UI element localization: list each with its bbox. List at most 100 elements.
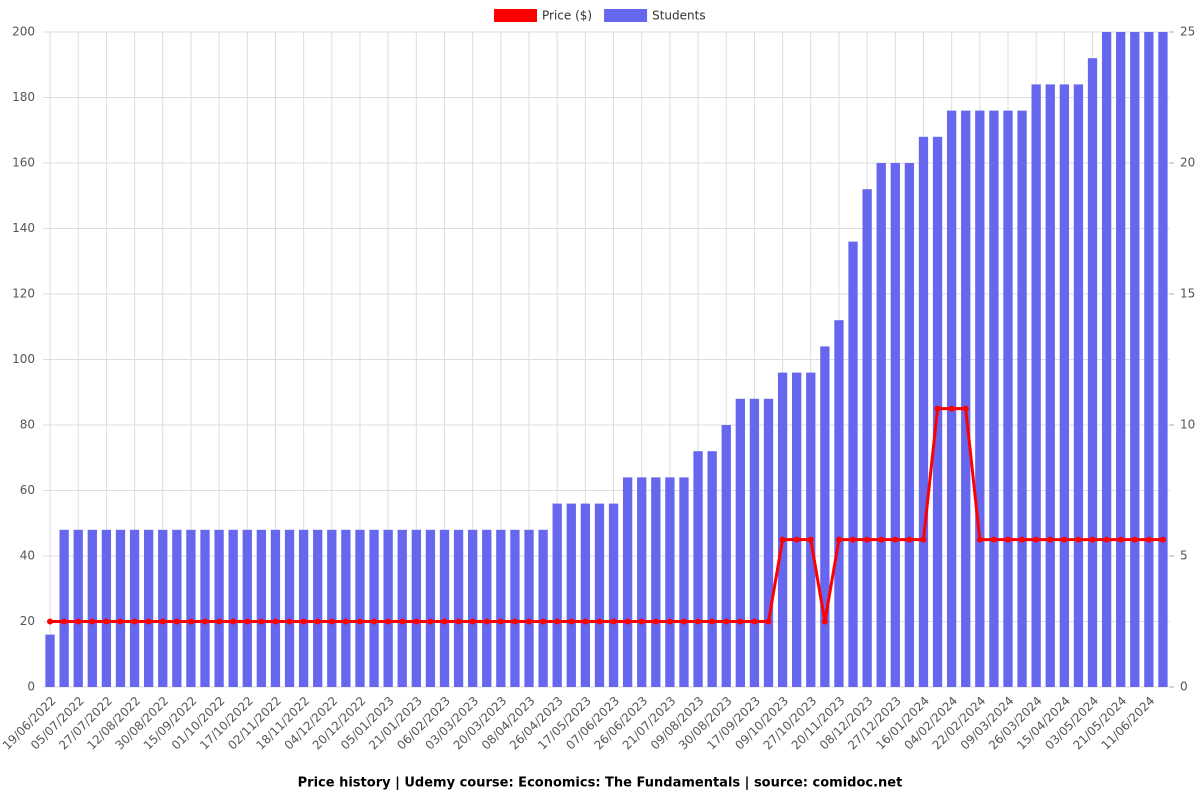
price-point (159, 618, 166, 625)
bar (468, 529, 478, 687)
bar (284, 529, 295, 687)
y-tick-label: 80 (20, 418, 35, 432)
bar (1045, 84, 1055, 687)
bar (228, 529, 238, 687)
y-tick-label: 140 (12, 221, 35, 235)
price-point (821, 618, 828, 625)
bar (538, 529, 548, 687)
bar (749, 398, 760, 687)
price-point (807, 536, 814, 543)
bar (1017, 110, 1027, 688)
bar (552, 503, 562, 687)
price-point (75, 618, 82, 625)
price-point (300, 618, 307, 625)
bar (679, 477, 689, 687)
price-point (117, 618, 124, 625)
bar (186, 529, 196, 687)
price-point (47, 618, 54, 625)
price-point (948, 405, 955, 412)
bar (369, 529, 379, 687)
chart-title: Price history | Udemy course: Economics:… (298, 776, 903, 791)
bar (327, 529, 337, 687)
price-point (610, 618, 617, 625)
price-point (385, 618, 392, 625)
y-tick-label: 20 (20, 614, 35, 628)
bar (242, 529, 252, 687)
bar (45, 634, 55, 687)
y2-tick-label: 10 (1180, 418, 1195, 432)
bar (1031, 84, 1041, 687)
price-point (920, 536, 927, 543)
bar (1073, 84, 1084, 687)
bar (806, 372, 816, 687)
bar (313, 529, 323, 687)
price-point (1061, 536, 1068, 543)
bar (144, 529, 154, 687)
bar (510, 529, 520, 687)
bar (792, 372, 802, 687)
bar (1158, 32, 1168, 687)
bar (355, 529, 365, 687)
price-point (356, 618, 363, 625)
bar (101, 529, 112, 687)
bar (59, 529, 69, 687)
price-point (835, 536, 842, 543)
price-point (314, 618, 321, 625)
bar (989, 110, 999, 688)
bar (256, 529, 267, 687)
price-point (1033, 536, 1040, 543)
bar (341, 529, 351, 687)
y2-tick-label: 15 (1180, 287, 1195, 301)
y2-tick-label: 5 (1180, 549, 1188, 563)
price-point (850, 536, 857, 543)
legend-label: Price ($) (542, 9, 592, 23)
bar (115, 529, 126, 687)
price-point (89, 618, 96, 625)
bar (763, 398, 774, 687)
bar (1130, 32, 1140, 687)
price-point (286, 618, 293, 625)
price-point (652, 618, 659, 625)
y-tick-label: 120 (12, 287, 35, 301)
price-point (441, 618, 448, 625)
bar (566, 503, 576, 687)
bar (834, 320, 844, 687)
price-point (258, 618, 265, 625)
price-point (765, 618, 772, 625)
price-point (709, 618, 716, 625)
price-point (371, 618, 378, 625)
price-point (511, 618, 518, 625)
price-point (483, 618, 490, 625)
bar (594, 503, 605, 687)
bar (1059, 84, 1069, 687)
bar (693, 451, 703, 687)
price-point (1075, 536, 1082, 543)
bar (158, 529, 168, 687)
price-point (666, 618, 673, 625)
price-point (202, 618, 209, 625)
bar (214, 529, 224, 687)
price-point (455, 618, 462, 625)
price-point (230, 618, 237, 625)
bar (383, 529, 393, 687)
bar (524, 529, 534, 687)
bar (87, 529, 97, 687)
bar (651, 477, 661, 687)
bar (777, 372, 788, 687)
y-tick-label: 100 (12, 352, 35, 366)
bar (665, 477, 675, 687)
bar (848, 241, 858, 687)
bar (411, 529, 421, 687)
y-tick-label: 0 (27, 680, 35, 694)
bar (172, 529, 182, 687)
bar (637, 477, 647, 687)
price-point (878, 536, 885, 543)
bar (496, 529, 506, 687)
price-point (1019, 536, 1026, 543)
price-point (328, 618, 335, 625)
y-tick-label: 40 (20, 549, 35, 563)
y-tick-label: 160 (12, 156, 35, 170)
legend-swatch (604, 9, 648, 22)
bar (608, 503, 619, 687)
